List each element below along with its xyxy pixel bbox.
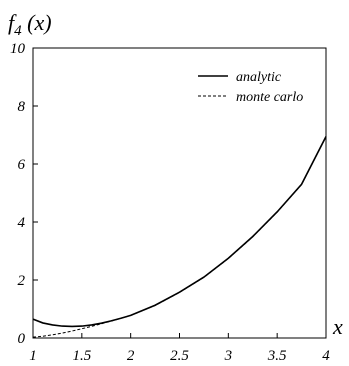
y-tick-label: 10: [10, 41, 26, 57]
legend-label: monte carlo: [236, 90, 303, 105]
y-tick-label: 8: [18, 99, 26, 115]
x-tick-label: 2.5: [170, 348, 189, 364]
y-tick-label: 0: [18, 331, 26, 347]
svg-text:f4 (x): f4 (x): [8, 10, 52, 39]
title-argument: (x): [22, 10, 52, 35]
title-main: f: [8, 10, 17, 35]
x-tick-label: 1.5: [72, 348, 91, 364]
legend-label: analytic: [236, 70, 282, 85]
ticks: 1 1.5 2 2.5 3 3.5 4 0 2 4 6 8 10: [10, 41, 330, 364]
x-tick-label: 3: [224, 348, 233, 364]
legend: analytic monte carlo: [198, 70, 303, 105]
series-line-analytic: [32, 136, 327, 328]
y-tick-label: 4: [18, 215, 26, 231]
series-group: [32, 136, 327, 338]
x-tick-label: 1: [29, 348, 37, 364]
x-tick-label: 4: [322, 348, 330, 364]
x-tick-label: 2: [127, 348, 135, 364]
series-line-monte-carlo: [32, 136, 327, 338]
title-subscript: 4: [14, 23, 22, 39]
x-axis-label: x: [332, 314, 343, 339]
y-tick-label: 2: [18, 273, 26, 289]
y-tick-label: 6: [18, 157, 26, 173]
x-tick-label: 3.5: [267, 348, 287, 364]
chart-title: f4 (x): [8, 10, 52, 39]
